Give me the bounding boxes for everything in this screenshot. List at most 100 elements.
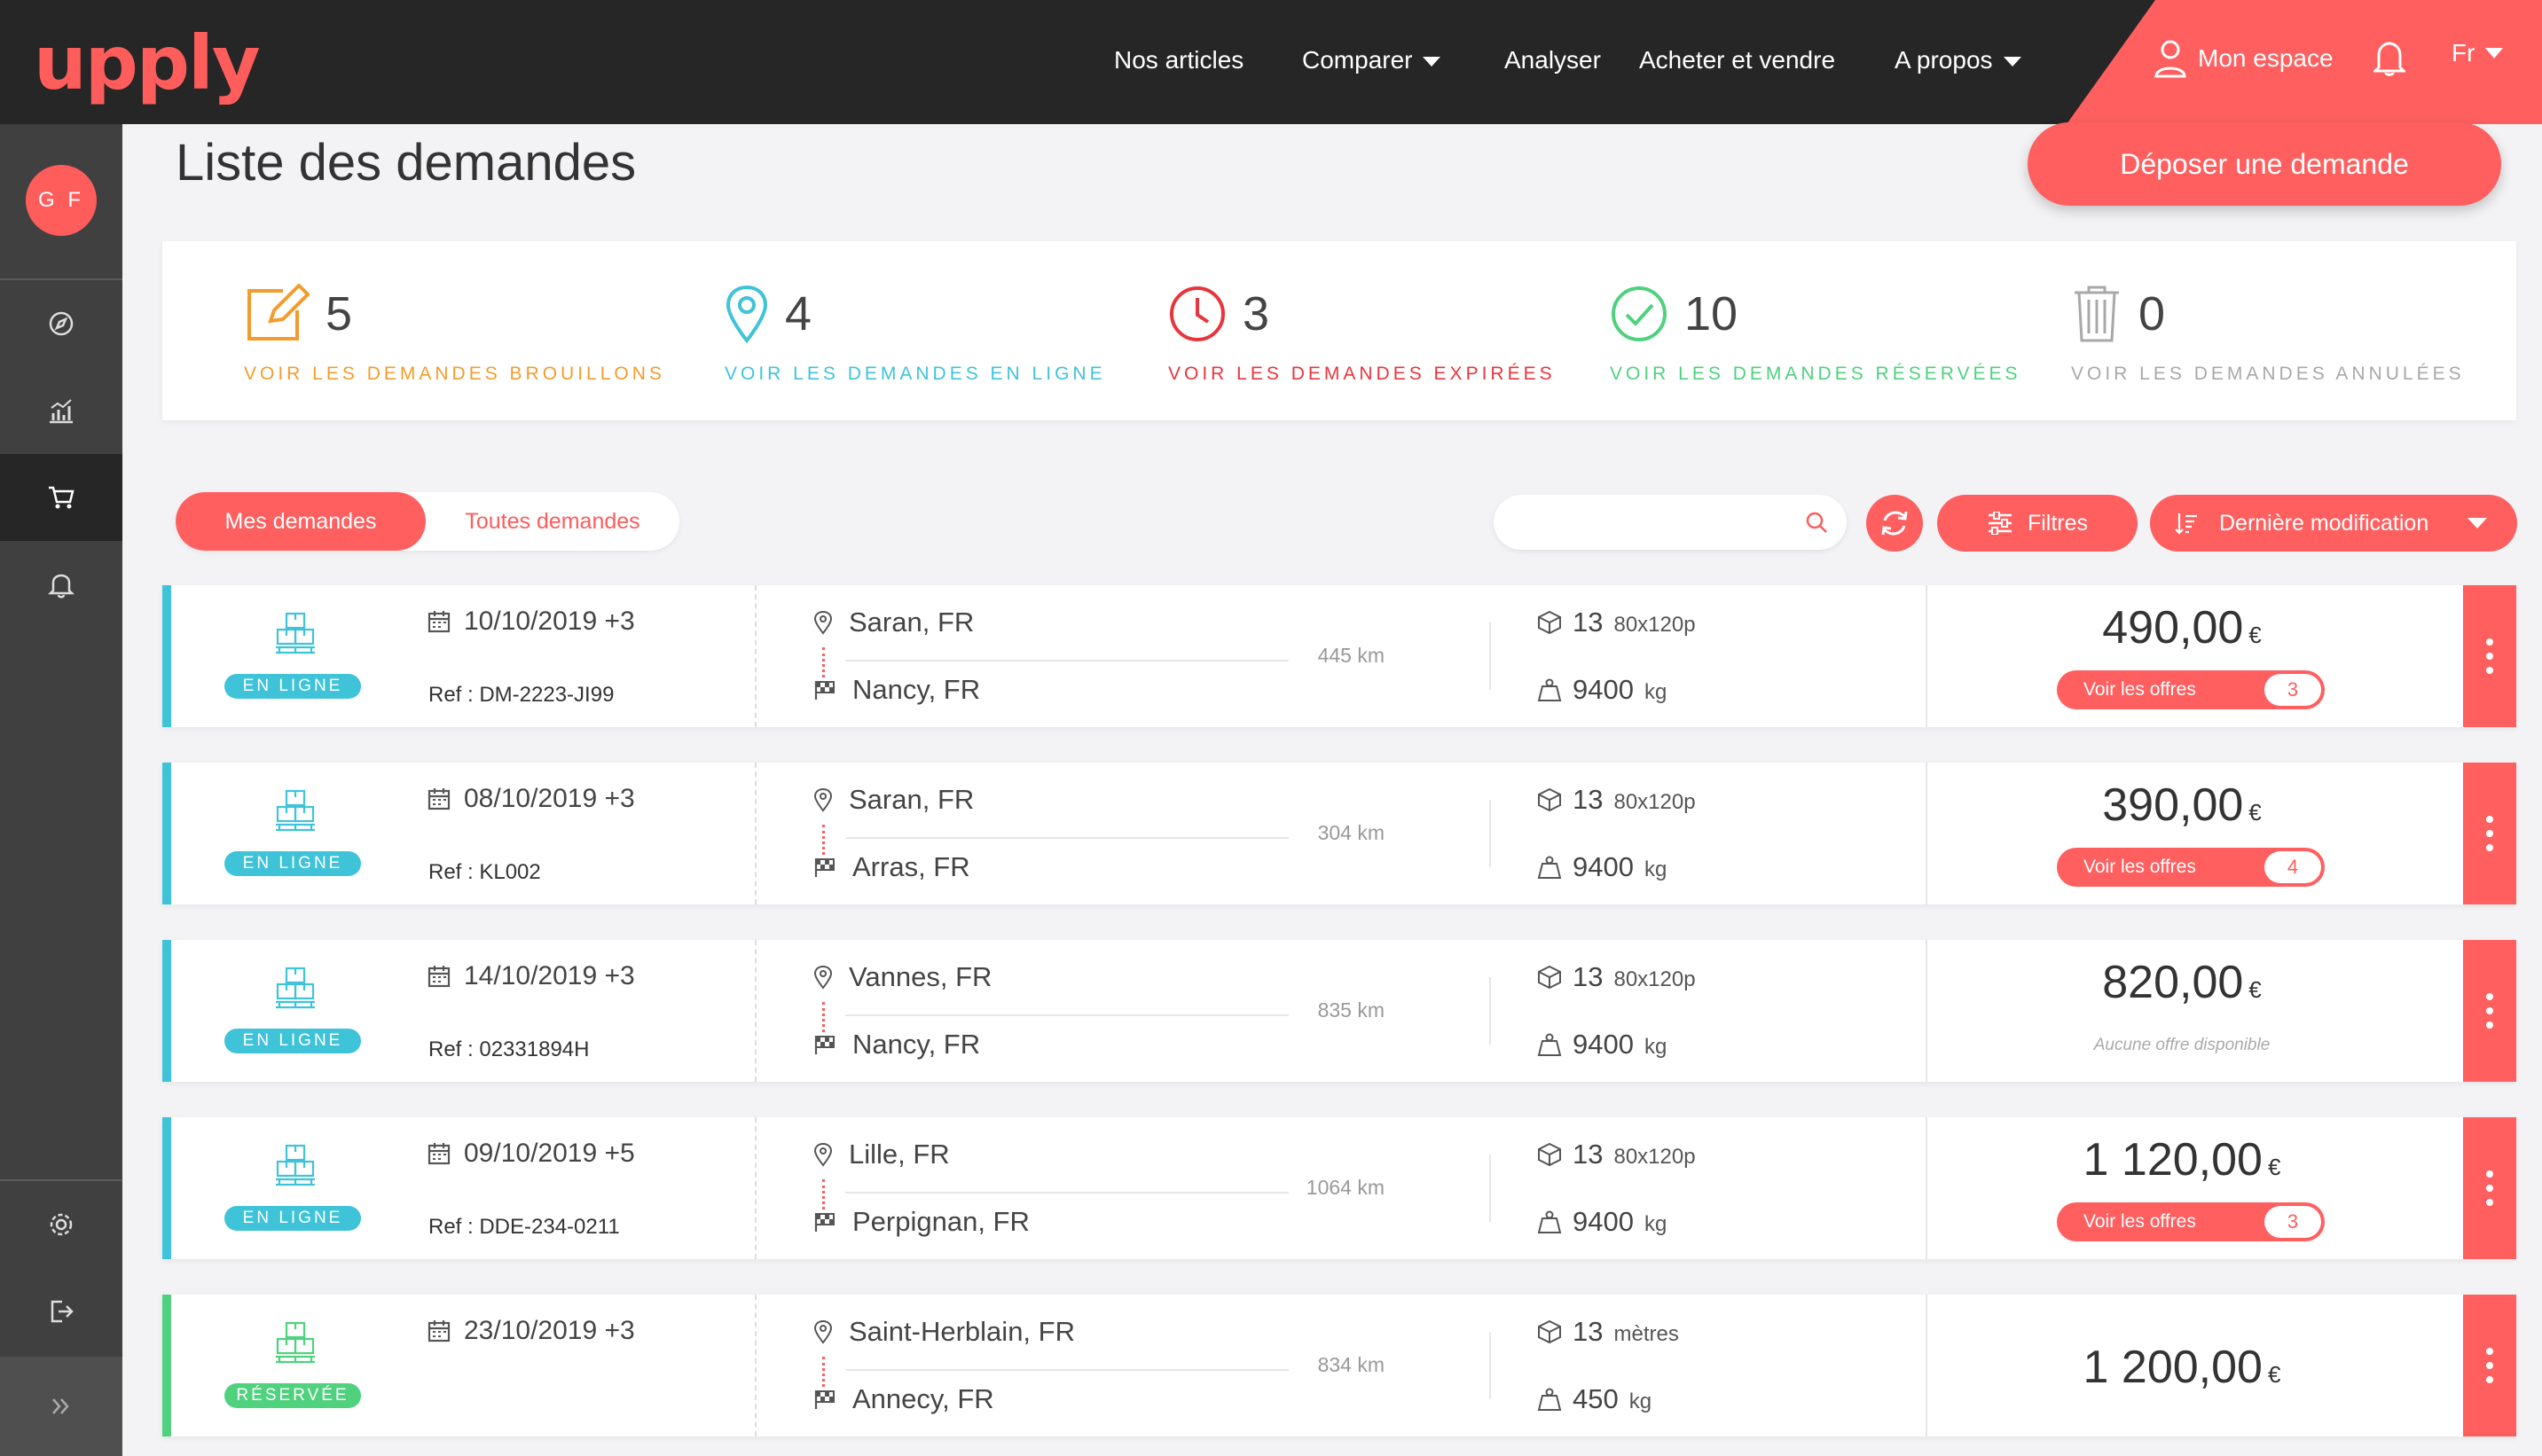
quantity: 13 80x120p bbox=[1537, 961, 1696, 993]
nav-item-comparer[interactable]: Comparer bbox=[1302, 46, 1441, 74]
weight: 9400 kg bbox=[1537, 851, 1667, 883]
sidebar-item-settings[interactable] bbox=[0, 1181, 122, 1268]
stat-drafts[interactable]: 5 VOIR LES DEMANDES BROUILLONS bbox=[244, 282, 665, 385]
weight-value: 9400 bbox=[1573, 674, 1634, 705]
request-row[interactable]: EN LIGNE 10/10/2019 +3 Ref : DM-2223-JI9… bbox=[162, 585, 2516, 727]
row-menu-button[interactable] bbox=[2463, 1117, 2516, 1259]
divider bbox=[755, 1295, 757, 1436]
route-connector bbox=[822, 1179, 825, 1209]
avatar[interactable]: G F bbox=[26, 165, 97, 236]
route-connector bbox=[822, 647, 825, 677]
bell-icon bbox=[2373, 42, 2405, 76]
divider bbox=[1489, 622, 1491, 690]
caret-down-icon bbox=[2003, 57, 2021, 67]
nav-item-acheter-vendre[interactable]: Acheter et vendre bbox=[1639, 46, 1835, 74]
divider bbox=[845, 660, 1289, 661]
price-value: 1 200,00 bbox=[2083, 1342, 2263, 1393]
double-chevron-right-icon bbox=[52, 1398, 69, 1414]
language-selector[interactable]: Fr bbox=[2452, 39, 2504, 67]
divider bbox=[1489, 800, 1491, 867]
stat-online[interactable]: 4 VOIR LES DEMANDES EN LIGNE bbox=[725, 282, 1106, 385]
sidebar-item-notifications[interactable] bbox=[0, 541, 122, 628]
stat-cancelled[interactable]: 0 VOIR LES DEMANDES ANNULÉES bbox=[2071, 282, 2465, 385]
stat-expired[interactable]: 3 VOIR LES DEMANDES EXPIRÉES bbox=[1168, 282, 1556, 385]
status-color-bar bbox=[162, 1117, 171, 1259]
divider bbox=[845, 1369, 1289, 1371]
sidebar-item-explore[interactable] bbox=[0, 280, 122, 367]
weight: 450 kg bbox=[1537, 1383, 1652, 1415]
user-icon bbox=[2154, 40, 2186, 78]
stat-label: VOIR LES DEMANDES EN LIGNE bbox=[725, 364, 1106, 384]
sidebar-expand-button[interactable] bbox=[0, 1357, 122, 1456]
notifications-button[interactable] bbox=[2373, 39, 2405, 76]
stat-count: 4 bbox=[785, 287, 812, 341]
box-icon bbox=[1538, 965, 1561, 990]
weight: 9400 kg bbox=[1537, 674, 1667, 706]
row-menu-button[interactable] bbox=[2463, 940, 2516, 1082]
nav-label: Acheter et vendre bbox=[1639, 46, 1836, 74]
quantity: 13 80x120p bbox=[1537, 784, 1696, 816]
sidebar-item-analytics[interactable] bbox=[0, 367, 122, 454]
tab-my-requests[interactable]: Mes demandes bbox=[176, 492, 426, 551]
divider bbox=[1926, 940, 1927, 1082]
origin-city: Saran, FR bbox=[849, 607, 975, 638]
no-offer-text: Aucune offre disponible bbox=[2093, 1036, 2271, 1054]
request-row[interactable]: EN LIGNE 08/10/2019 +3 Ref : KL002 Saran… bbox=[162, 763, 2516, 904]
date-value: 14/10/2019 +3 bbox=[464, 961, 635, 990]
quantity-unit: 80x120p bbox=[1613, 613, 1696, 637]
view-offers-button[interactable]: Voir les offres 3 bbox=[2057, 670, 2325, 709]
dot bbox=[2486, 638, 2493, 646]
calendar-icon bbox=[428, 966, 451, 988]
refresh-button[interactable] bbox=[1866, 495, 1923, 552]
sidebar-divider bbox=[0, 278, 122, 280]
deposit-request-button[interactable]: Déposer une demande bbox=[2028, 122, 2501, 206]
nav-label: A propos bbox=[1895, 46, 1993, 74]
nav-item-analyser[interactable]: Analyser bbox=[1504, 46, 1601, 74]
account-link[interactable]: Mon espace bbox=[2154, 39, 2334, 78]
quantity-unit: 80x120p bbox=[1613, 967, 1696, 991]
search-input[interactable] bbox=[1494, 495, 1847, 550]
nav-label: Analyser bbox=[1504, 46, 1601, 74]
row-menu-button[interactable] bbox=[2463, 1295, 2516, 1436]
analytics-icon bbox=[50, 399, 73, 424]
price: 1 200,00 € bbox=[1927, 1341, 2436, 1394]
destination: Perpignan, FR bbox=[813, 1206, 1030, 1238]
view-offers-button[interactable]: Voir les offres 3 bbox=[2057, 1202, 2325, 1241]
quantity-value: 13 bbox=[1573, 1139, 1604, 1170]
row-menu-button[interactable] bbox=[2463, 585, 2516, 727]
account-label: Mon espace bbox=[2198, 44, 2334, 72]
stat-reserved[interactable]: 10 VOIR LES DEMANDES RÉSERVÉES bbox=[1610, 282, 2021, 385]
dot bbox=[2486, 667, 2493, 674]
stat-label: VOIR LES DEMANDES EXPIRÉES bbox=[1168, 364, 1556, 384]
request-row[interactable]: EN LIGNE 14/10/2019 +3 Ref : 02331894H V… bbox=[162, 940, 2516, 1082]
origin: Lille, FR bbox=[813, 1139, 950, 1170]
sort-dropdown[interactable]: Dernière modification bbox=[2150, 495, 2517, 552]
divider bbox=[1489, 1332, 1491, 1399]
row-menu-button[interactable] bbox=[2463, 763, 2516, 904]
upply-logo[interactable]: upply bbox=[34, 20, 261, 106]
quantity: 13 80x120p bbox=[1537, 1139, 1696, 1170]
date-field: 10/10/2019 +3 bbox=[427, 607, 635, 637]
edit-icon bbox=[247, 284, 310, 341]
sidebar-item-requests[interactable] bbox=[0, 454, 122, 541]
currency: € bbox=[2248, 976, 2262, 1003]
search-icon bbox=[1806, 512, 1827, 533]
compass-icon bbox=[49, 311, 74, 336]
top-navigation-bar: upply Nos articles Comparer Analyser Ach… bbox=[0, 0, 2542, 124]
request-row[interactable]: RÉSERVÉE 23/10/2019 +3 Saint-Herblain, F… bbox=[162, 1295, 2516, 1436]
request-row[interactable]: EN LIGNE 09/10/2019 +5 Ref : DDE-234-021… bbox=[162, 1117, 2516, 1259]
finish-flag-icon bbox=[814, 858, 835, 877]
filters-button[interactable]: Filtres bbox=[1937, 495, 2138, 552]
calendar-icon bbox=[428, 1143, 451, 1165]
currency: € bbox=[2267, 1361, 2281, 1388]
dot bbox=[2486, 993, 2493, 1000]
divider bbox=[845, 1192, 1289, 1194]
weight-unit: kg bbox=[1644, 1035, 1667, 1059]
nav-item-articles[interactable]: Nos articles bbox=[1114, 46, 1244, 74]
view-offers-button[interactable]: Voir les offres 4 bbox=[2057, 848, 2325, 887]
tab-all-requests[interactable]: Toutes demandes bbox=[465, 508, 640, 534]
nav-item-a-propos[interactable]: A propos bbox=[1895, 46, 2021, 74]
sidebar-item-logout[interactable] bbox=[0, 1268, 122, 1355]
date-field: 09/10/2019 +5 bbox=[427, 1139, 635, 1169]
finish-flag-icon bbox=[814, 1213, 835, 1232]
